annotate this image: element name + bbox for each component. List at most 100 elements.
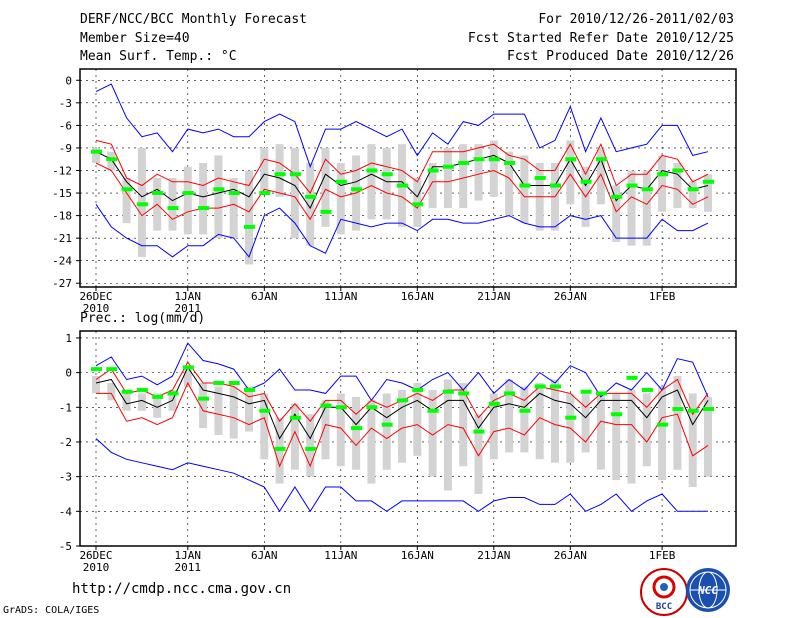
member-size: Member Size=40: [80, 31, 190, 46]
median-marker: [335, 405, 347, 410]
ensemble-box: [443, 147, 452, 209]
ensemble-box: [352, 396, 361, 470]
x-tick-label: 1JAN: [175, 549, 202, 562]
median-marker: [152, 394, 164, 399]
ensemble-box: [413, 383, 422, 456]
median-marker: [182, 191, 194, 196]
ensemble-box: [382, 147, 391, 220]
median-marker: [488, 157, 500, 162]
bcc-emblem-icon: BCC: [652, 575, 676, 612]
max-line: [95, 83, 709, 169]
ensemble-box: [658, 155, 667, 212]
median-marker: [182, 365, 194, 370]
ensemble-mean-line: [95, 366, 709, 440]
plot-frame: [79, 68, 737, 288]
median-marker: [305, 194, 317, 199]
ncc-logo-text: NCC: [697, 584, 718, 597]
forecast-period: For 2010/12/26-2011/02/03: [538, 12, 734, 27]
median-marker: [136, 387, 148, 392]
x-tick-label: 21JAN: [477, 290, 510, 303]
ensemble-box: [367, 144, 376, 220]
ensemble-box: [92, 147, 100, 163]
ensemble-box: [275, 144, 284, 197]
x-tick-label: 11JAN: [324, 549, 357, 562]
median-marker: [458, 391, 470, 396]
median-marker: [595, 157, 607, 162]
footer-url[interactable]: http://cmdp.ncc.cma.gov.cn: [72, 581, 292, 597]
ensemble-box: [306, 162, 315, 246]
median-marker: [213, 187, 225, 192]
median-marker: [550, 384, 561, 389]
ensemble-box: [658, 386, 667, 481]
ensemble-box: [551, 379, 559, 463]
ensemble-box: [214, 386, 223, 436]
ensemble-box: [535, 383, 544, 460]
median-marker: [703, 407, 714, 412]
median-marker: [565, 157, 577, 162]
median-marker: [504, 160, 516, 165]
lower-spread-line: [95, 162, 709, 221]
ensemble-box: [260, 393, 269, 460]
ensemble-box: [688, 181, 697, 209]
median-marker: [320, 209, 332, 214]
median-marker: [198, 396, 210, 401]
ensemble-box: [520, 155, 529, 224]
x-tick-label: 16JAN: [401, 549, 434, 562]
ensemble-box: [489, 393, 498, 460]
median-marker: [244, 387, 255, 392]
median-marker: [274, 446, 286, 451]
ensemble-box: [183, 166, 192, 235]
median-marker: [626, 375, 638, 380]
median-marker: [244, 224, 255, 229]
ncc-logo: NCC: [686, 568, 730, 612]
ensemble-box: [214, 155, 223, 239]
median-marker: [550, 183, 561, 188]
ensemble-box: [566, 140, 575, 205]
median-marker: [366, 405, 378, 410]
x-tick-label: 1JAN: [175, 290, 202, 303]
median-marker: [381, 422, 393, 427]
variable-label: Mean Surf. Temp.: °C: [80, 49, 237, 64]
precip-panel-label: Prec.: log(mm/d): [80, 311, 206, 326]
ensemble-mean-line: [95, 151, 709, 210]
x-tick-label: 26JAN: [554, 290, 587, 303]
ensemble-box: [627, 389, 636, 484]
median-marker: [289, 415, 301, 420]
median-marker: [412, 387, 424, 392]
median-marker: [320, 403, 332, 408]
median-marker: [611, 412, 623, 417]
chart-title: DERF/NCC/BCC Monthly Forecast: [80, 12, 307, 27]
ensemble-box: [122, 389, 131, 411]
ensemble-box: [459, 144, 468, 209]
median-marker: [106, 157, 118, 162]
median-marker: [167, 206, 179, 211]
median-marker: [198, 206, 210, 211]
ensemble-box: [474, 144, 483, 201]
ensemble-box: [290, 147, 299, 239]
median-marker: [595, 391, 607, 396]
ensemble-box: [704, 396, 712, 477]
x-tick-label: 16JAN: [401, 290, 434, 303]
median-marker: [580, 389, 592, 394]
ensemble-box: [704, 174, 712, 212]
ensemble-box: [260, 147, 269, 194]
ensemble-box: [92, 376, 100, 394]
y-tick-label: 0: [65, 367, 72, 380]
median-marker: [289, 172, 301, 177]
ensemble-box: [290, 403, 299, 470]
median-marker: [580, 179, 592, 184]
median-marker: [427, 408, 439, 413]
median-marker: [687, 408, 699, 413]
median-marker: [305, 446, 317, 451]
median-marker: [458, 160, 470, 165]
ensemble-box: [505, 379, 514, 453]
x-tick-label: 1FEB: [649, 549, 676, 562]
ensemble-box: [183, 369, 192, 387]
y-tick-label: -5: [59, 540, 72, 553]
grads-credit: GrADS: COLA/IGES: [3, 605, 100, 616]
median-marker: [351, 426, 363, 431]
ensemble-box: [199, 162, 208, 235]
median-marker: [657, 422, 669, 427]
